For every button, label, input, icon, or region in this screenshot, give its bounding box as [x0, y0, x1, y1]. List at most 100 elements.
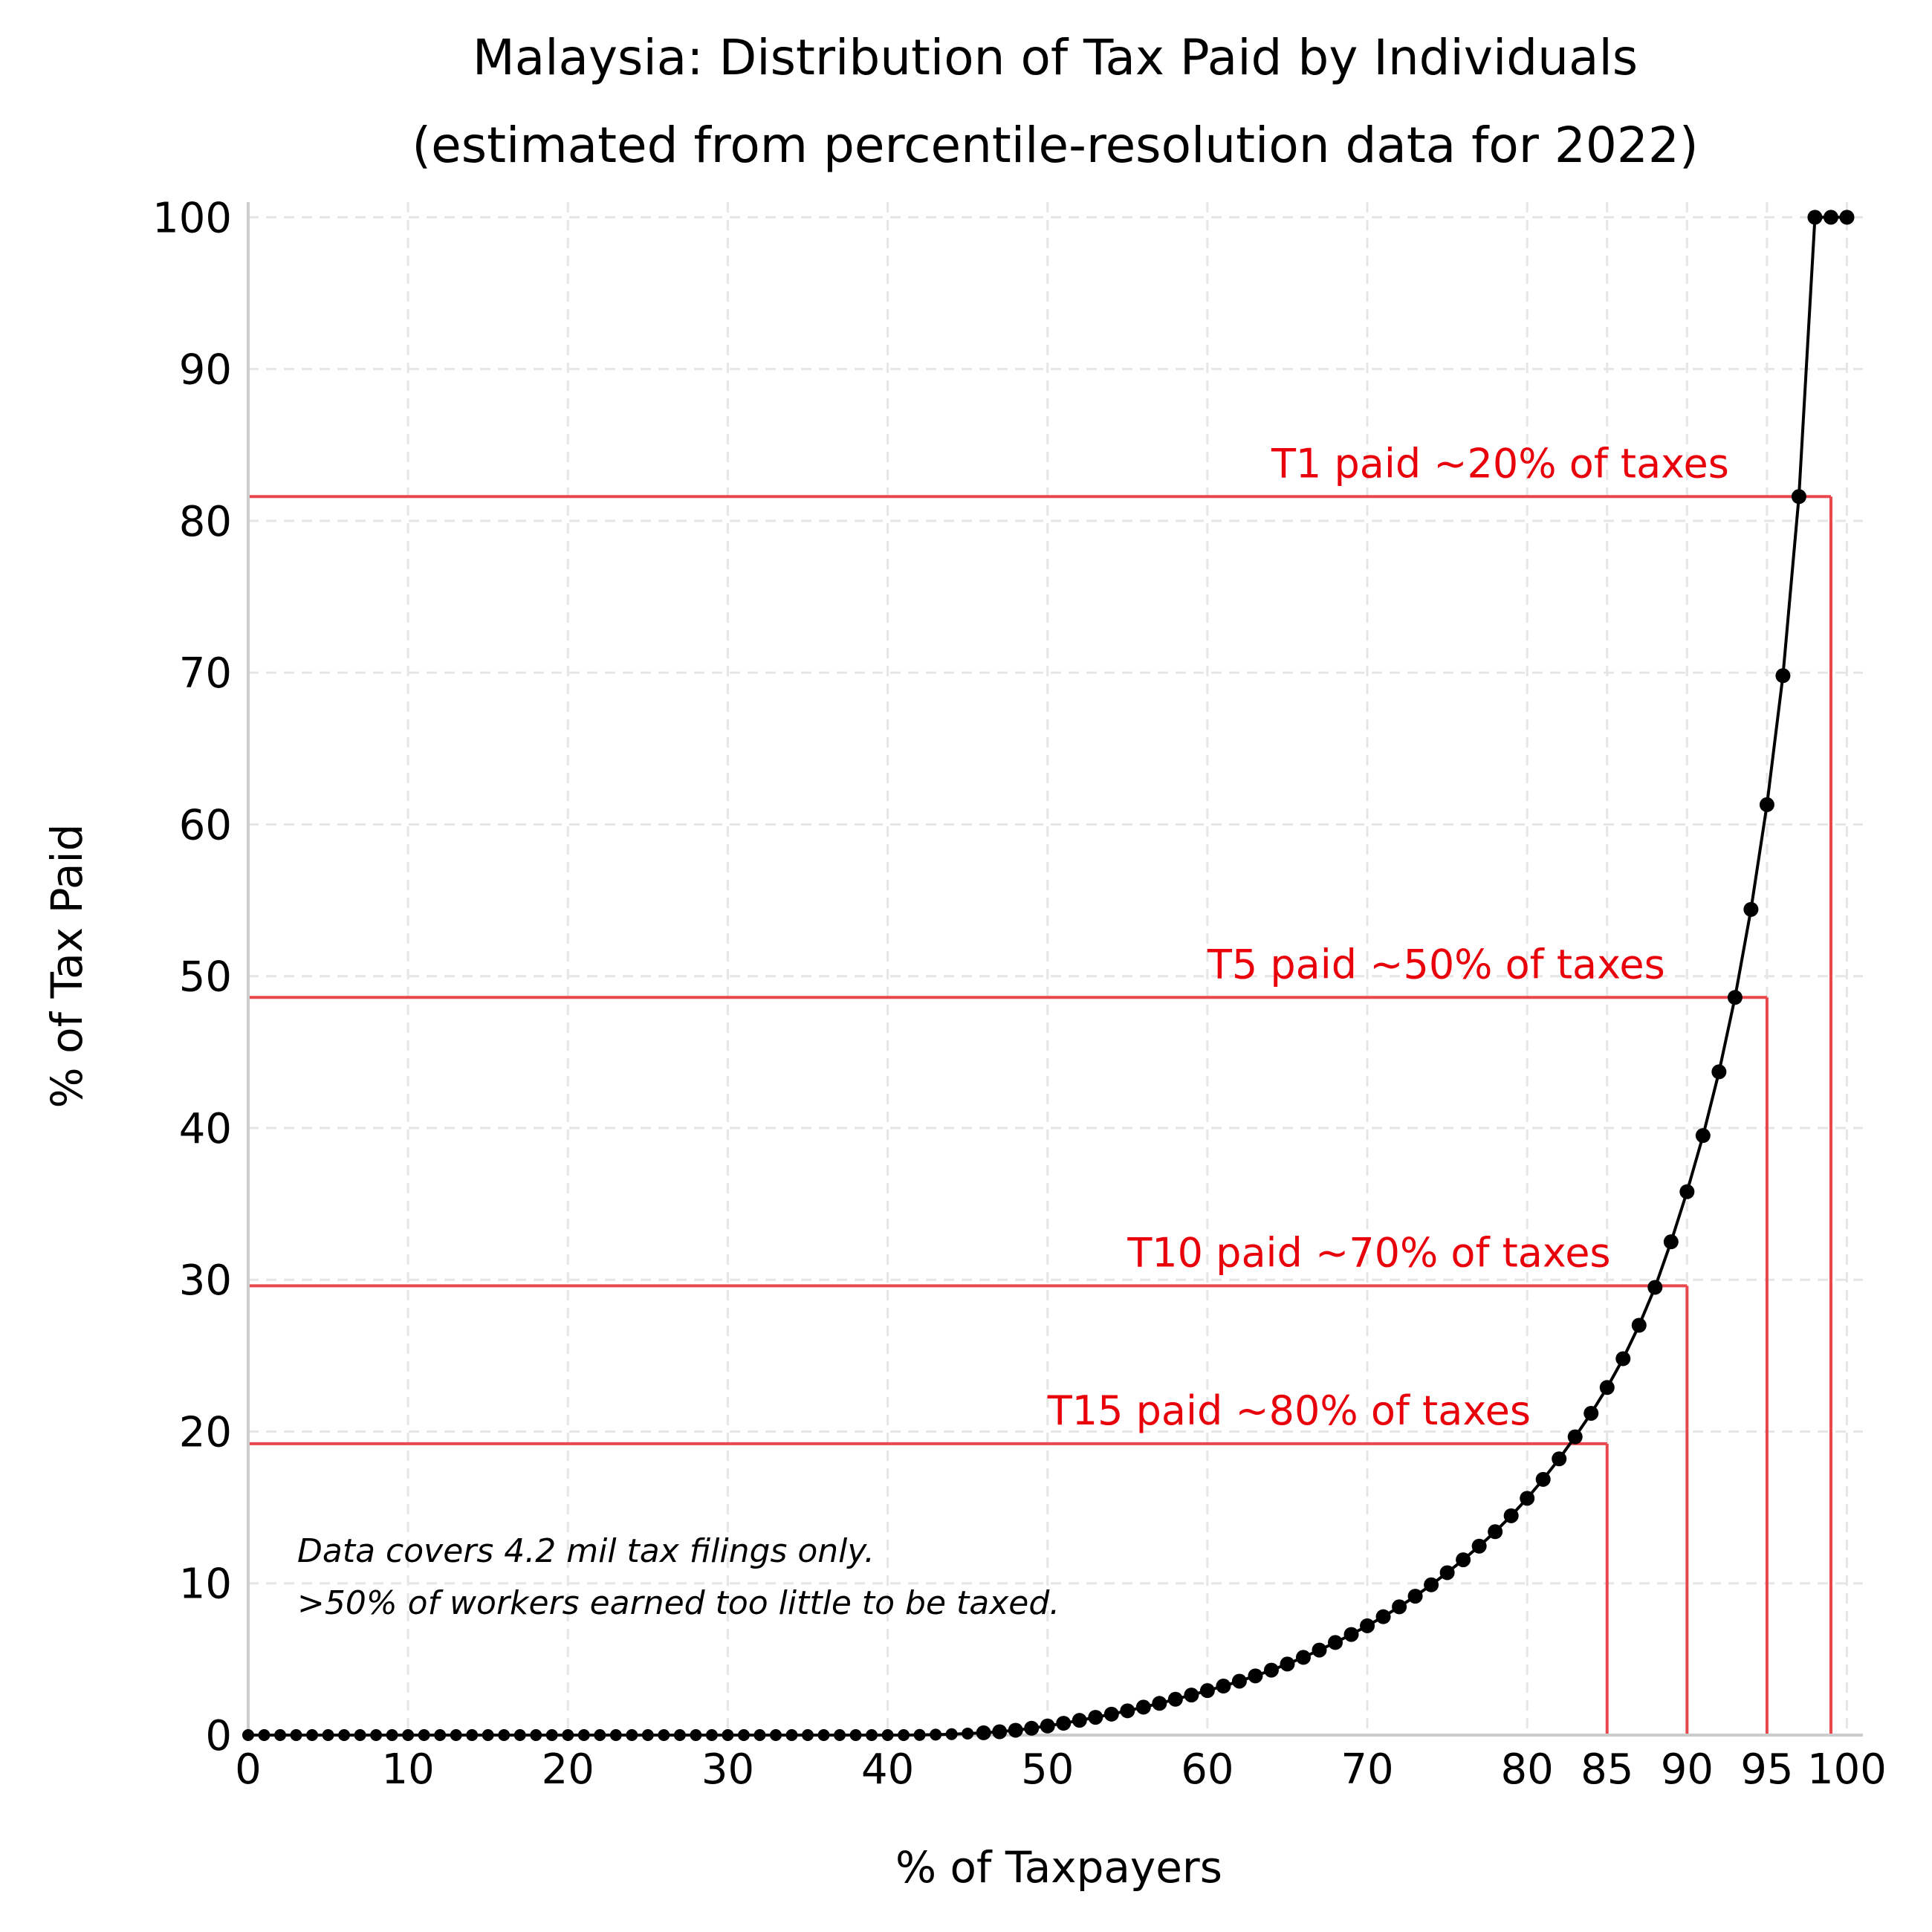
data-point — [513, 1729, 526, 1741]
x-tick-label: 30 — [701, 1745, 754, 1794]
data-point — [1040, 1718, 1055, 1734]
x-tick-label: 60 — [1181, 1745, 1234, 1794]
data-point — [1583, 1405, 1599, 1421]
data-point — [402, 1729, 415, 1741]
annotations: T15 paid ~80% of taxes T10 paid ~70% of t… — [1047, 440, 1729, 1434]
data-point — [594, 1729, 606, 1741]
data-point — [1615, 1351, 1631, 1367]
data-point — [1231, 1673, 1247, 1689]
data-point — [753, 1729, 766, 1741]
reference-annotation: T15 paid ~80% of taxes — [1047, 1387, 1531, 1434]
data-point — [992, 1724, 1008, 1740]
data-point — [1647, 1280, 1663, 1295]
data-point — [1488, 1524, 1503, 1540]
x-axis-label: % of Taxpayers — [895, 1842, 1222, 1893]
data-point — [1567, 1429, 1583, 1445]
data-point — [1791, 489, 1806, 505]
x-tick-label: 0 — [235, 1745, 262, 1794]
data-point — [434, 1729, 447, 1741]
data-point — [1312, 1642, 1327, 1658]
y-axis-label: % of Tax Paid — [42, 824, 92, 1109]
reference-annotation: T5 paid ~50% of taxes — [1207, 941, 1665, 988]
data-point — [609, 1729, 622, 1741]
data-point — [545, 1729, 558, 1741]
data-point — [1552, 1451, 1567, 1467]
data-point — [1471, 1538, 1487, 1554]
y-tick-label: 20 — [179, 1408, 232, 1456]
data-point — [1056, 1716, 1072, 1731]
data-point — [482, 1729, 494, 1741]
data-point — [450, 1729, 462, 1741]
data-point — [418, 1729, 430, 1741]
data-point — [386, 1729, 398, 1741]
y-tick-label: 90 — [179, 346, 232, 395]
data-point — [1663, 1234, 1679, 1250]
data-point — [913, 1728, 926, 1741]
reference-annotation: T10 paid ~70% of taxes — [1127, 1229, 1610, 1276]
data-point — [1439, 1565, 1455, 1581]
note-line1: Data covers 4.2 mil tax filings only. — [297, 1532, 875, 1570]
data-point — [1424, 1577, 1439, 1592]
x-tick-label: 80 — [1501, 1745, 1554, 1794]
data-point — [658, 1729, 670, 1741]
data-point — [1328, 1635, 1343, 1650]
data-point — [834, 1729, 846, 1741]
data-point — [1823, 210, 1838, 225]
y-tick-label: 30 — [179, 1257, 232, 1305]
x-tick-label: 40 — [861, 1745, 914, 1794]
y-tick-label: 50 — [179, 953, 232, 1002]
data-point — [881, 1729, 894, 1741]
data-point — [1360, 1618, 1375, 1633]
y-tick-label: 0 — [205, 1712, 232, 1760]
data-point — [817, 1729, 830, 1741]
data-point — [1456, 1552, 1471, 1568]
data-point — [338, 1729, 351, 1741]
data-point — [1407, 1589, 1423, 1604]
data-point — [1375, 1609, 1391, 1624]
data-point — [626, 1729, 638, 1741]
data-point — [1088, 1710, 1103, 1725]
data-point — [1216, 1679, 1231, 1694]
data-point — [466, 1729, 479, 1741]
chart-title-line1: Malaysia: Distribution of Tax Paid by In… — [473, 29, 1638, 86]
data-point — [1759, 797, 1774, 812]
data-point — [562, 1729, 574, 1741]
data-point — [962, 1727, 974, 1740]
data-point — [849, 1729, 862, 1741]
data-point — [1727, 990, 1743, 1005]
data-points — [242, 210, 1855, 1741]
data-point — [577, 1729, 590, 1741]
data-point — [769, 1729, 782, 1741]
data-point — [1072, 1713, 1087, 1728]
data-point — [1695, 1128, 1711, 1144]
data-point — [1743, 901, 1759, 917]
data-point — [945, 1728, 958, 1740]
x-tick-label: 20 — [542, 1745, 594, 1794]
data-point — [1775, 668, 1791, 684]
data-point — [1503, 1508, 1519, 1523]
data-point — [290, 1729, 302, 1741]
data-point — [1120, 1703, 1135, 1719]
y-tick-label: 80 — [179, 498, 232, 546]
x-tick-label: 100 — [1807, 1745, 1887, 1794]
data-point — [641, 1729, 654, 1741]
data-point — [1535, 1471, 1551, 1487]
data-point — [673, 1729, 686, 1741]
data-point — [1248, 1668, 1263, 1684]
data-point — [354, 1729, 366, 1741]
data-point — [1135, 1699, 1151, 1715]
data-point — [1839, 210, 1855, 225]
y-tick-label: 40 — [179, 1105, 232, 1153]
data-point — [370, 1729, 383, 1741]
x-tick-label: 90 — [1661, 1745, 1714, 1794]
data-point — [1295, 1650, 1311, 1665]
data-point — [1631, 1317, 1647, 1333]
x-tick-label: 10 — [382, 1745, 435, 1794]
data-point — [785, 1729, 798, 1741]
data-point — [898, 1729, 910, 1741]
data-point — [1152, 1696, 1167, 1711]
note-line2: >50% of workers earned too little to be … — [297, 1584, 1060, 1622]
data-point — [322, 1729, 334, 1741]
data-point — [1024, 1720, 1040, 1736]
